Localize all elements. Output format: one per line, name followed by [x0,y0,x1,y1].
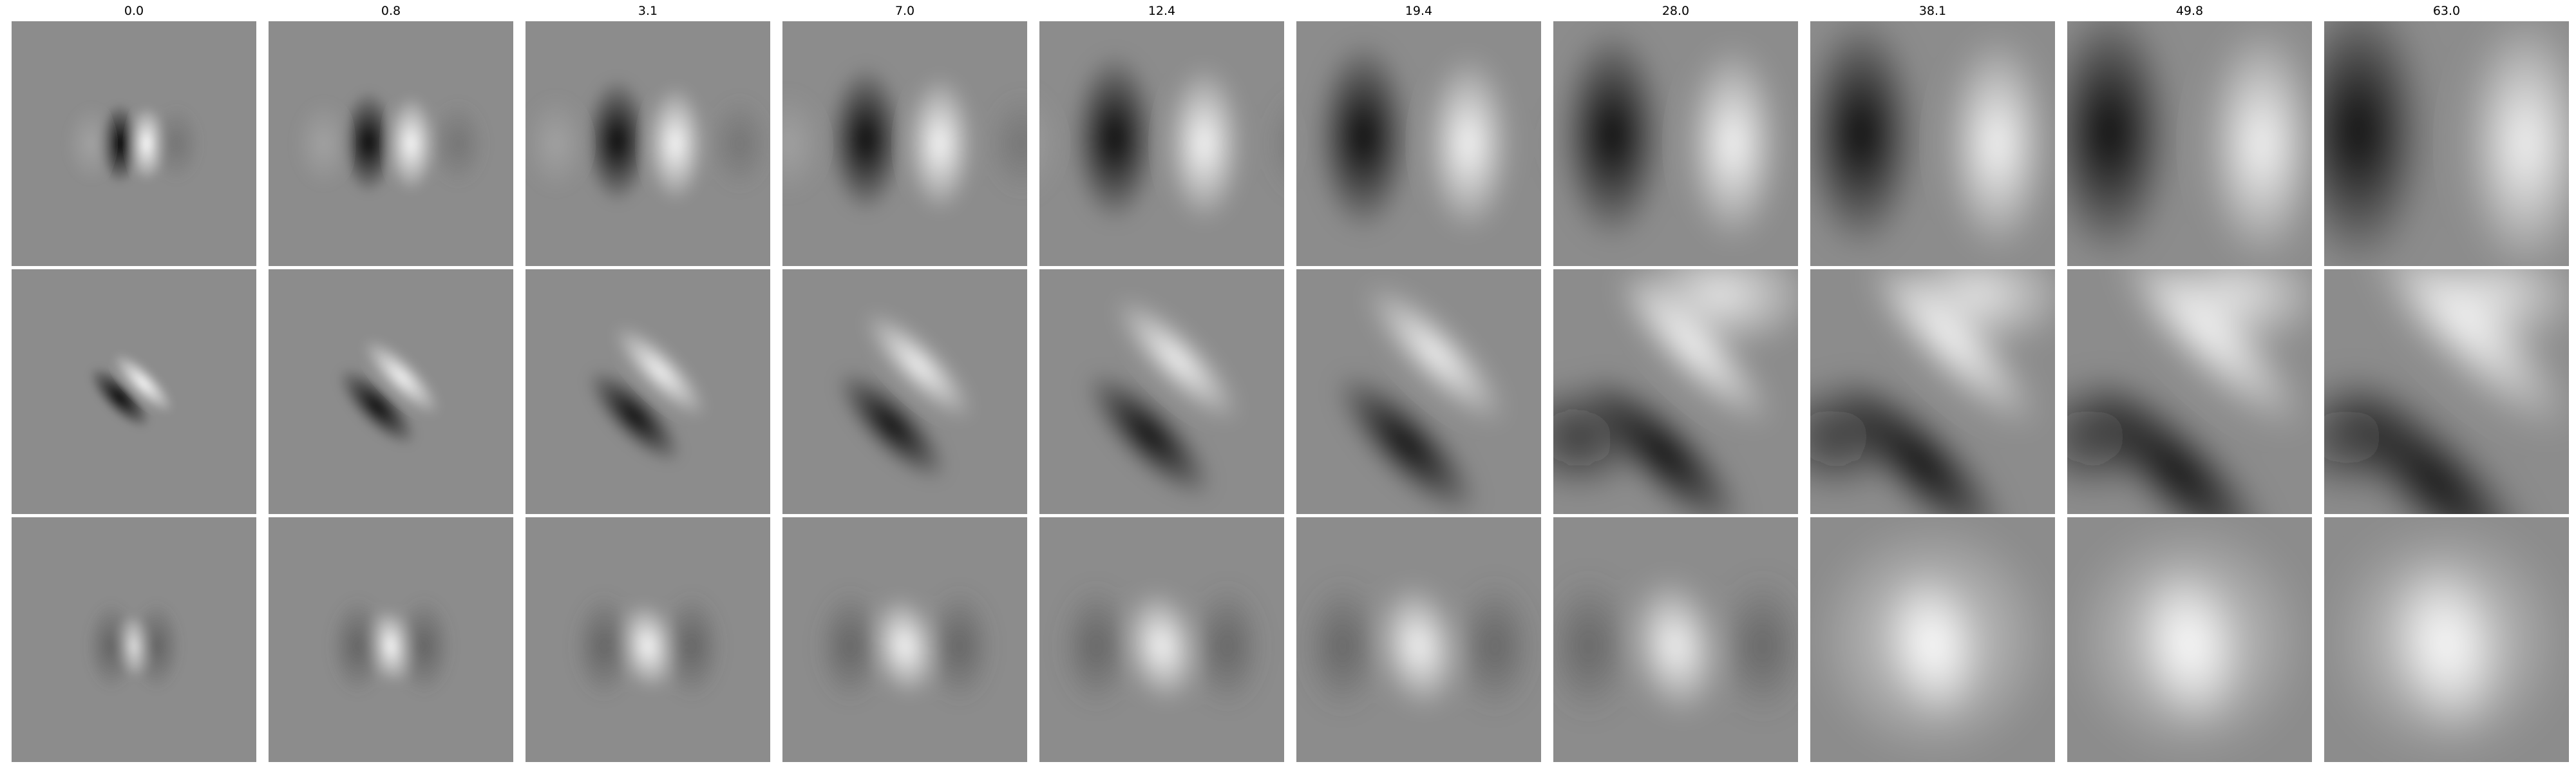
filter-image-r0-c3 [782,21,1027,266]
filter-image-r2-c5 [1296,517,1541,762]
filter-image-r2-c9 [2324,517,2569,762]
filter-panel-r2-c0 [12,517,256,762]
column-title-1: 0.8 [381,4,401,18]
filter-image-r2-c6 [1553,517,1798,762]
filter-image-r2-c4 [1039,517,1284,762]
column-title-2: 3.1 [638,4,658,18]
filter-panel-r2-c5 [1296,517,1541,762]
filter-panel-r0-c2 [526,21,770,266]
filter-image-r0-c6 [1553,21,1798,266]
filter-image-r2-c1 [269,517,513,762]
filter-image-r0-c0 [12,21,256,266]
filter-panel-r0-c1 [269,21,513,266]
filter-panel-r0-c3 [782,21,1027,266]
filter-panel-r1-c1 [269,269,513,514]
filter-image-r2-c0 [12,517,256,762]
column-title-0: 0.0 [124,4,144,18]
filter-image-r1-c8 [2067,269,2312,514]
column-title-7: 38.1 [1918,4,1947,18]
filter-image-r1-c0 [12,269,256,514]
column-title-8: 49.8 [2175,4,2204,18]
filter-image-r1-c9 [2324,269,2569,514]
filter-panel-r2-c4 [1039,517,1284,762]
filter-panel-r0-c0 [12,21,256,266]
filter-panel-r1-c0 [12,269,256,514]
filter-image-r0-c8 [2067,21,2312,266]
filter-image-r0-c5 [1296,21,1541,266]
filter-panel-r2-c1 [269,517,513,762]
filter-panel-r1-c6 [1553,269,1798,514]
filter-image-r2-c7 [1810,517,2055,762]
filter-panel-r0-c6 [1553,21,1798,266]
filter-panel-r1-c9 [2324,269,2569,514]
filter-image-r0-c9 [2324,21,2569,266]
filter-panel-r2-c3 [782,517,1027,762]
filter-image-r0-c1 [269,21,513,266]
filter-image-r2-c3 [782,517,1027,762]
filter-panel-r2-c6 [1553,517,1798,762]
filter-image-r1-c7 [1810,269,2055,514]
column-title-3: 7.0 [895,4,915,18]
filter-panel-r2-c2 [526,517,770,762]
filter-panel-r0-c7 [1810,21,2055,266]
filter-panel-r1-c5 [1296,269,1541,514]
filter-image-r1-c5 [1296,269,1541,514]
filter-image-r0-c7 [1810,21,2055,266]
filter-panel-r1-c3 [782,269,1027,514]
filter-image-r1-c6 [1553,269,1798,514]
filter-image-r2-c2 [526,517,770,762]
filter-panel-r2-c9 [2324,517,2569,762]
filter-panel-r2-c7 [1810,517,2055,762]
filter-panel-r1-c4 [1039,269,1284,514]
column-title-5: 19.4 [1405,4,1433,18]
filter-panel-r2-c8 [2067,517,2312,762]
column-title-4: 12.4 [1148,4,1176,18]
filter-panel-r0-c4 [1039,21,1284,266]
filter-image-r1-c3 [782,269,1027,514]
filter-image-r1-c2 [526,269,770,514]
filter-panel-r1-c8 [2067,269,2312,514]
filter-image-r0-c2 [526,21,770,266]
filter-image-r2-c8 [2067,517,2312,762]
column-title-6: 28.0 [1662,4,1690,18]
filter-panel-r0-c5 [1296,21,1541,266]
filter-panel-r0-c8 [2067,21,2312,266]
filter-panel-r1-c2 [526,269,770,514]
filter-image-r1-c1 [269,269,513,514]
column-title-9: 63.0 [2432,4,2461,18]
filter-panel-r1-c7 [1810,269,2055,514]
filter-image-r1-c4 [1039,269,1284,514]
filter-panel-r0-c9 [2324,21,2569,266]
filter-image-r0-c4 [1039,21,1284,266]
